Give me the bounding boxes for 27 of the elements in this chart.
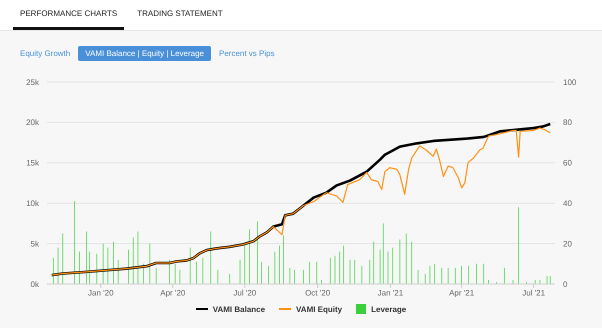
legend-label: Leverage (371, 304, 406, 314)
text: Percent vs Pips (219, 49, 275, 58)
y2-tick-label: 100 (563, 78, 577, 87)
x-tick-label: Jan '20 (88, 288, 114, 298)
y-tick-label: 0k (30, 280, 40, 289)
x-tick-label: Jul '21 (522, 288, 546, 298)
text: PERFORMANCE CHARTS (13, 0, 124, 30)
y-tick-label: 15k (26, 158, 40, 168)
y2-tick-label: 60 (563, 158, 572, 168)
legend-label: VAMI Balance (212, 304, 266, 314)
text: TRADING STATEMENT (136, 8, 224, 20)
y2-tick-label: 0 (563, 280, 568, 289)
y-tick-label: 25k (26, 78, 40, 87)
text: Equity Growth (20, 49, 70, 58)
y-tick-label: 5k (30, 239, 40, 248)
y-tick-label: 10k (26, 199, 40, 208)
y2-tick-label: 20 (563, 239, 572, 248)
x-tick-label: Jan '21 (378, 288, 404, 298)
y-tick-label: 20k (26, 118, 40, 128)
x-tick-label: Jul '20 (233, 288, 257, 298)
x-tick-label: Apr '21 (449, 288, 475, 298)
y2-tick-label: 80 (563, 118, 572, 128)
x-tick-label: Oct '20 (305, 288, 331, 298)
legend-label: VAMI Equity (296, 304, 342, 314)
y2-tick-label: 40 (563, 199, 572, 208)
text: VAMI Balance | Equity | Leverage (78, 46, 211, 61)
x-tick-label: Apr '20 (160, 288, 186, 298)
